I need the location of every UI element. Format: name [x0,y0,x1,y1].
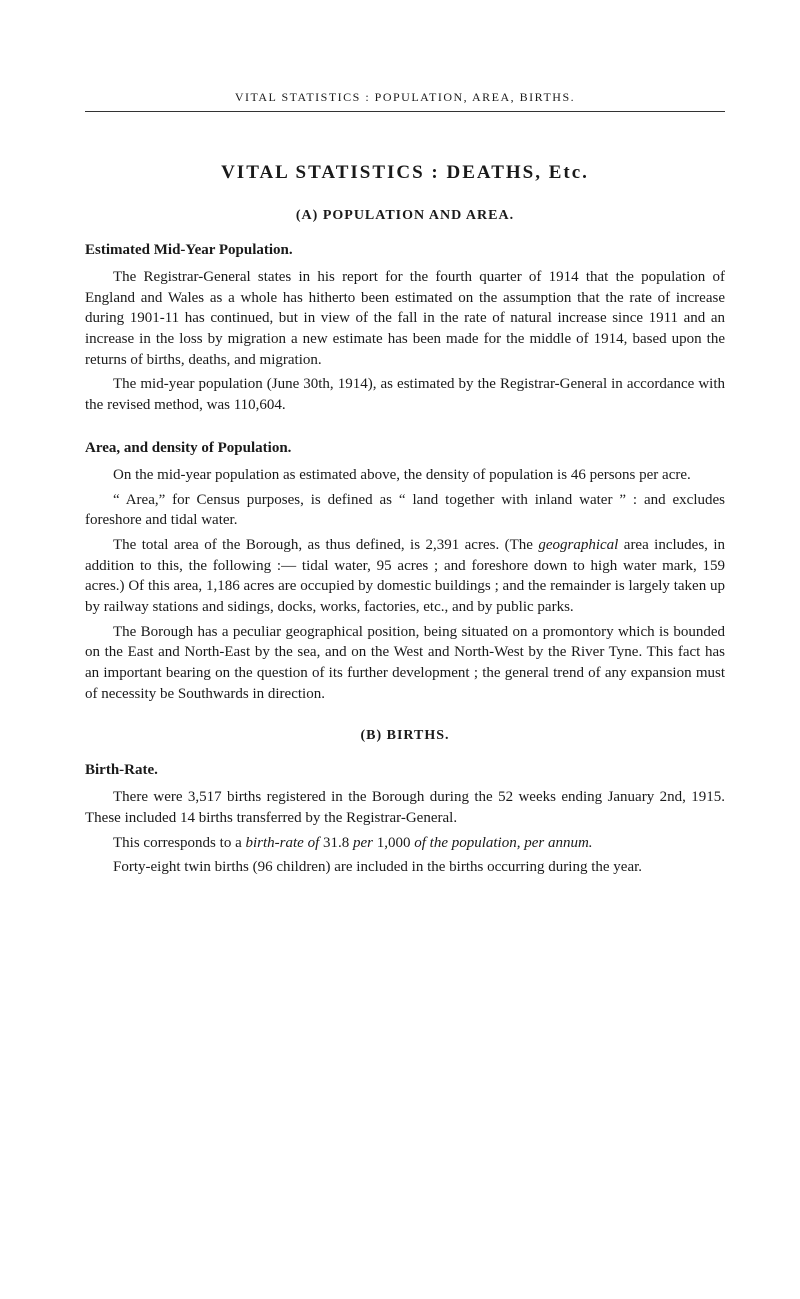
body-paragraph: Forty-eight twin births (96 children) ar… [85,857,725,878]
body-paragraph: The Registrar-General states in his repo… [85,267,725,370]
body-paragraph: On the mid-year population as estimated … [85,465,725,486]
subsection-area-heading: Area, and density of Population. [85,440,725,457]
text-run: 31.8 [319,835,353,851]
main-title: VITAL STATISTICS : DEATHS, Etc. [85,162,725,184]
italic-text: of the population, per annum. [414,835,592,851]
body-paragraph: The Borough has a peculiar geographical … [85,622,725,705]
section-a-heading: (A) POPULATION AND AREA. [85,208,725,224]
header-rule [85,111,725,112]
section-b-heading: (B) BIRTHS. [85,728,725,744]
italic-text: per [353,835,373,851]
body-paragraph: There were 3,517 births registered in th… [85,787,725,828]
body-paragraph: “ Area,” for Census purposes, is defined… [85,490,725,531]
body-paragraph: The total area of the Borough, as thus d… [85,535,725,618]
text-run: The total area of the Borough, as thus d… [113,537,538,553]
italic-text: birth-rate of [245,835,319,851]
page-header: VITAL STATISTICS : POPULATION, AREA, BIR… [85,90,725,105]
body-paragraph: This corresponds to a birth-rate of 31.8… [85,833,725,854]
body-paragraph: The mid-year population (June 30th, 1914… [85,374,725,415]
subsection-birthrate-heading: Birth-Rate. [85,762,725,779]
subsection-midyear-heading: Estimated Mid-Year Population. [85,242,725,259]
text-run: 1,000 [373,835,414,851]
text-run: This corresponds to a [113,835,245,851]
italic-text: geographical [538,537,618,553]
